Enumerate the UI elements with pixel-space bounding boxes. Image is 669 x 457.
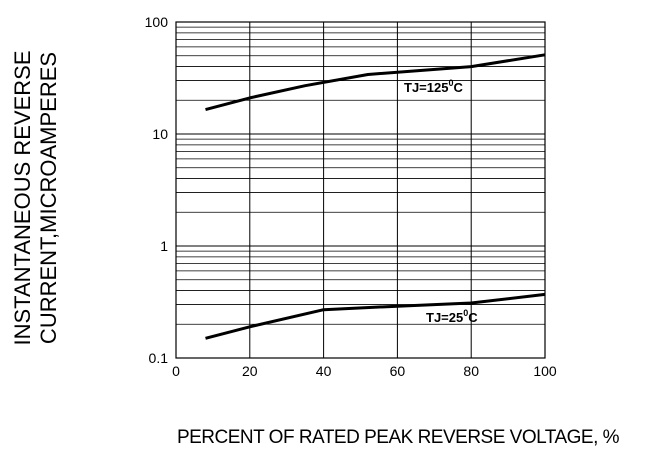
series-line-tj125	[205, 53, 546, 112]
series	[205, 53, 546, 340]
plot-frame	[175, 21, 546, 359]
axes	[175, 21, 546, 359]
y-tick-label: 100	[145, 14, 169, 30]
x-tick-label: 80	[463, 363, 479, 379]
series-line-tj25	[205, 292, 546, 340]
y-tick-label: 0.1	[149, 350, 169, 366]
x-tick-label: 40	[316, 363, 332, 379]
x-axis-label: PERCENT OF RATED PEAK REVERSE VOLTAGE, %	[177, 427, 620, 448]
y-axis-label-line-2: CURRENT,MICROAMPERES	[36, 52, 61, 344]
series-label-tj125: TJ=1250C	[404, 78, 463, 95]
y-axis-label-line-1: INSTANTANEOUS REVERSE	[10, 50, 35, 345]
labels: 0 20 40 60 80 100 100 10 1 0.1 TJ=1250C TJ=250C PERC…	[10, 14, 620, 448]
x-tick-label: 60	[390, 363, 406, 379]
y-tick-label: 1	[160, 238, 168, 254]
y-tick-label: 10	[152, 126, 168, 142]
series-label-tj25: TJ=250C	[426, 308, 478, 325]
x-tick-label: 20	[242, 363, 258, 379]
x-tick-label: 100	[533, 363, 557, 379]
x-tick-label: 0	[172, 363, 180, 379]
